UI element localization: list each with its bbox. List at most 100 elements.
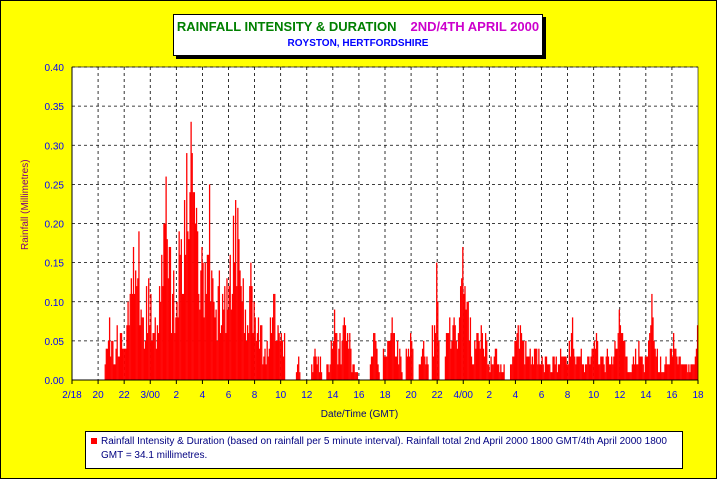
y-tick-label: 0.10 [45, 298, 65, 309]
rain-bar [378, 372, 380, 380]
rain-bar [458, 317, 461, 380]
rain-bar [638, 340, 640, 380]
rain-bar [164, 223, 166, 380]
x-tick-label: 20 [406, 390, 418, 401]
rain-bar [182, 293, 185, 380]
rain-bar [249, 286, 251, 380]
rain-bar [276, 340, 278, 380]
rain-bar [486, 340, 488, 380]
rain-bar [476, 333, 478, 380]
rain-bar [142, 317, 144, 380]
rain-bar [629, 372, 631, 380]
rain-bar [196, 231, 199, 380]
rain-bar [518, 348, 520, 380]
rain-bar [653, 340, 655, 380]
rain-bar [467, 301, 469, 380]
rain-bar [515, 340, 517, 380]
rain-bar [431, 325, 434, 380]
rain-bar [591, 348, 593, 380]
rain-bar [491, 364, 493, 380]
rain-bar [195, 207, 198, 380]
rain-bar [183, 200, 186, 380]
legend-swatch [91, 438, 97, 444]
axes [71, 66, 699, 384]
rain-bar [130, 278, 132, 380]
rain-bar [228, 286, 230, 380]
rain-bar [582, 364, 585, 380]
rain-bar [445, 333, 448, 380]
rain-bar [141, 317, 143, 380]
rain-bar [279, 340, 281, 380]
rain-bar [689, 372, 691, 380]
rain-bar [295, 372, 298, 380]
rain-bar [600, 356, 602, 380]
x-tick-label: 18 [692, 390, 704, 401]
rain-bar [257, 317, 260, 380]
rain-bar [536, 348, 538, 380]
chart-subtitle: ROYSTON, HERTFORDSHIRE [287, 38, 429, 49]
rain-bar [248, 333, 250, 380]
rain-bar [550, 372, 552, 380]
rain-bar [655, 356, 657, 380]
rain-bar [173, 270, 175, 380]
rain-bar [502, 372, 504, 380]
rain-bar [108, 317, 111, 380]
rain-bar [539, 364, 541, 380]
rain-bar [216, 340, 218, 380]
rain-bar [177, 317, 179, 380]
rain-bar [161, 254, 163, 380]
rain-bar [138, 231, 140, 380]
rain-bar [450, 348, 452, 380]
rain-bar [240, 286, 242, 380]
x-tick-label: 2 [487, 390, 493, 401]
rain-bar [331, 348, 334, 380]
rain-bar [675, 348, 677, 380]
rain-bar [230, 309, 232, 380]
rain-bar [168, 246, 171, 380]
rain-bar [352, 364, 354, 380]
rain-bar [633, 364, 636, 380]
rain-bar [200, 270, 202, 380]
rain-bar [120, 333, 123, 380]
rain-bar [612, 364, 614, 380]
rain-bar [395, 356, 398, 380]
rain-bar [176, 301, 178, 380]
rain-bar [382, 348, 385, 380]
rain-bar [166, 239, 168, 380]
rain-bar [337, 364, 339, 380]
rain-bar [531, 356, 534, 380]
rain-bar [570, 333, 573, 380]
rain-bar [192, 192, 194, 380]
rain-bar [484, 333, 487, 380]
rain-bar [391, 317, 393, 380]
rain-bar [618, 309, 620, 380]
rain-bar [624, 340, 626, 380]
y-tick-labels: 0.00 0.05 0.10 0.15 0.20 0.25 0.30 0.35 0.40 [45, 63, 65, 387]
rain-bar [619, 325, 622, 380]
x-tick-label: 6 [539, 390, 545, 401]
rain-bar [456, 348, 459, 380]
rain-bar [116, 325, 118, 380]
rain-bar [670, 348, 673, 380]
rain-bar [187, 231, 189, 380]
rain-bar [105, 348, 107, 380]
rain-bar [575, 364, 577, 380]
rain-bar [545, 356, 548, 380]
rain-bar [451, 340, 453, 380]
rain-bar [349, 333, 351, 380]
x-tick-label: 4 [513, 390, 519, 401]
rain-bar [412, 348, 414, 380]
rain-bar [316, 364, 318, 380]
rain-bar [656, 348, 659, 380]
rain-bar [203, 317, 205, 380]
x-tick-label: 10 [275, 390, 287, 401]
rain-bar [471, 364, 474, 380]
rain-bar [513, 356, 515, 380]
rain-bar [557, 364, 560, 380]
rain-bar [270, 333, 273, 380]
rain-bar [544, 356, 547, 380]
rain-bar [263, 356, 265, 380]
y-tick-label: 0.00 [45, 376, 65, 387]
rain-bar [437, 301, 439, 380]
rain-bar [432, 356, 435, 380]
